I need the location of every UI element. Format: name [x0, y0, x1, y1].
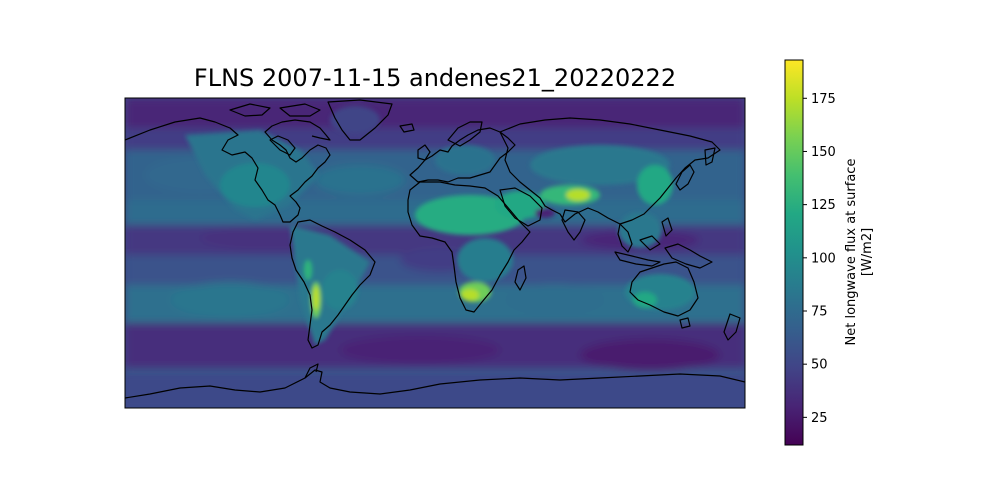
- colorbar-tick-label: 175: [811, 92, 836, 107]
- coastlines: [125, 99, 745, 399]
- colorbar-tick-label: 150: [811, 145, 836, 160]
- colorbar-ticks: 25 50 75 100 125 150 175: [803, 92, 836, 426]
- map-title: FLNS 2007-11-15 andenes21_20220222: [193, 64, 677, 92]
- colorbar-tick-label: 100: [811, 251, 836, 266]
- map-frame: [124, 97, 746, 409]
- colorbar: [784, 59, 804, 446]
- colorbar-tick-label: 75: [811, 304, 828, 319]
- colorbar-tick-label: 50: [811, 358, 828, 373]
- flux-field: [125, 98, 745, 408]
- colorbar-label-line1: Net longwave flux at surface: [844, 158, 859, 346]
- colorbar-tick-label: 125: [811, 198, 836, 213]
- colorbar-label-line2: [W/m2]: [860, 227, 875, 277]
- colorbar-tick-label: 25: [811, 411, 828, 426]
